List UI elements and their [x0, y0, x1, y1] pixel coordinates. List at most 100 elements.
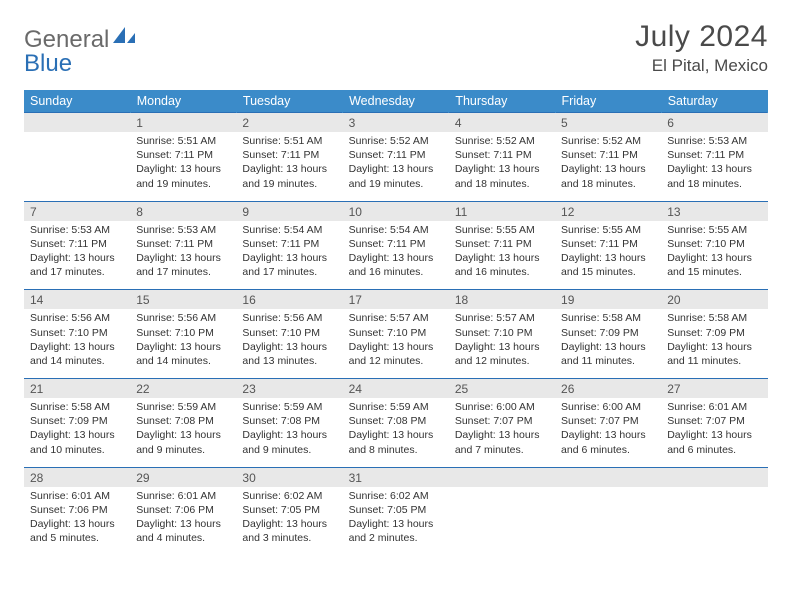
- daylight2: and 14 minutes.: [30, 354, 124, 368]
- daylight2: and 11 minutes.: [561, 354, 655, 368]
- day-cell: Sunrise: 6:02 AMSunset: 7:05 PMDaylight:…: [236, 487, 342, 556]
- sunrise: Sunrise: 5:52 AM: [455, 134, 549, 148]
- day-num: 25: [449, 379, 555, 399]
- sunrise: Sunrise: 5:55 AM: [455, 223, 549, 237]
- sunrise: Sunrise: 5:59 AM: [349, 400, 443, 414]
- day-num: 8: [130, 201, 236, 221]
- daylight: Daylight: 13 hours: [30, 428, 124, 442]
- day-num: 13: [661, 201, 767, 221]
- day-num: 17: [343, 290, 449, 310]
- daylight: Daylight: 13 hours: [455, 340, 549, 354]
- day-cell: Sunrise: 5:58 AMSunset: 7:09 PMDaylight:…: [555, 309, 661, 378]
- daylight: Daylight: 13 hours: [349, 340, 443, 354]
- sunrise: Sunrise: 6:02 AM: [349, 489, 443, 503]
- daylight2: and 10 minutes.: [30, 443, 124, 457]
- day-num: 15: [130, 290, 236, 310]
- sunset: Sunset: 7:09 PM: [667, 326, 761, 340]
- sunset: Sunset: 7:11 PM: [349, 237, 443, 251]
- sunset: Sunset: 7:11 PM: [455, 237, 549, 251]
- sunrise: Sunrise: 5:53 AM: [30, 223, 124, 237]
- sunset: Sunset: 7:06 PM: [30, 503, 124, 517]
- sunset: Sunset: 7:08 PM: [136, 414, 230, 428]
- sunset: Sunset: 7:10 PM: [667, 237, 761, 251]
- day-cell: [661, 487, 767, 556]
- day-cell: Sunrise: 6:01 AMSunset: 7:06 PMDaylight:…: [24, 487, 130, 556]
- daylight2: and 5 minutes.: [30, 531, 124, 545]
- week-4-details: Sunrise: 5:58 AMSunset: 7:09 PMDaylight:…: [24, 398, 768, 467]
- sunset: Sunset: 7:07 PM: [667, 414, 761, 428]
- daylight: Daylight: 13 hours: [561, 340, 655, 354]
- daylight: Daylight: 13 hours: [455, 251, 549, 265]
- sunrise: Sunrise: 6:01 AM: [667, 400, 761, 414]
- sunset: Sunset: 7:08 PM: [242, 414, 336, 428]
- day-cell: Sunrise: 5:56 AMSunset: 7:10 PMDaylight:…: [24, 309, 130, 378]
- day-num: 22: [130, 379, 236, 399]
- sunset: Sunset: 7:11 PM: [667, 148, 761, 162]
- day-num: 14: [24, 290, 130, 310]
- day-cell: Sunrise: 5:52 AMSunset: 7:11 PMDaylight:…: [449, 132, 555, 201]
- daylight2: and 17 minutes.: [242, 265, 336, 279]
- sunrise: Sunrise: 5:51 AM: [242, 134, 336, 148]
- sunrise: Sunrise: 5:51 AM: [136, 134, 230, 148]
- sunrise: Sunrise: 5:56 AM: [136, 311, 230, 325]
- day-num: 24: [343, 379, 449, 399]
- sunset: Sunset: 7:10 PM: [30, 326, 124, 340]
- day-num: 5: [555, 113, 661, 133]
- daylight: Daylight: 13 hours: [30, 517, 124, 531]
- sunset: Sunset: 7:09 PM: [30, 414, 124, 428]
- day-num: 27: [661, 379, 767, 399]
- week-2-nums: 7 8 9 10 11 12 13: [24, 201, 768, 221]
- sunset: Sunset: 7:08 PM: [349, 414, 443, 428]
- day-num: 31: [343, 467, 449, 487]
- location: El Pital, Mexico: [635, 56, 768, 76]
- sunset: Sunset: 7:11 PM: [455, 148, 549, 162]
- day-cell: Sunrise: 5:57 AMSunset: 7:10 PMDaylight:…: [449, 309, 555, 378]
- sunrise: Sunrise: 5:55 AM: [667, 223, 761, 237]
- daylight2: and 6 minutes.: [561, 443, 655, 457]
- sunset: Sunset: 7:10 PM: [349, 326, 443, 340]
- sunset: Sunset: 7:11 PM: [136, 237, 230, 251]
- day-cell: Sunrise: 5:58 AMSunset: 7:09 PMDaylight:…: [661, 309, 767, 378]
- sunrise: Sunrise: 5:59 AM: [136, 400, 230, 414]
- sunset: Sunset: 7:11 PM: [30, 237, 124, 251]
- daylight2: and 17 minutes.: [30, 265, 124, 279]
- dow-sunday: Sunday: [24, 90, 130, 113]
- week-4-nums: 21 22 23 24 25 26 27: [24, 379, 768, 399]
- daylight: Daylight: 13 hours: [455, 428, 549, 442]
- daylight: Daylight: 13 hours: [136, 428, 230, 442]
- daylight2: and 11 minutes.: [667, 354, 761, 368]
- day-num: 11: [449, 201, 555, 221]
- day-cell: [555, 487, 661, 556]
- daylight: Daylight: 13 hours: [242, 162, 336, 176]
- daylight: Daylight: 13 hours: [136, 162, 230, 176]
- day-cell: Sunrise: 5:53 AMSunset: 7:11 PMDaylight:…: [24, 221, 130, 290]
- dow-wednesday: Wednesday: [343, 90, 449, 113]
- day-num: 7: [24, 201, 130, 221]
- day-num: 16: [236, 290, 342, 310]
- week-5-nums: 28 29 30 31: [24, 467, 768, 487]
- day-cell: [24, 132, 130, 201]
- sunrise: Sunrise: 5:57 AM: [349, 311, 443, 325]
- day-cell: Sunrise: 5:58 AMSunset: 7:09 PMDaylight:…: [24, 398, 130, 467]
- daylight2: and 19 minutes.: [136, 177, 230, 191]
- daylight: Daylight: 13 hours: [561, 162, 655, 176]
- sunrise: Sunrise: 6:02 AM: [242, 489, 336, 503]
- sunrise: Sunrise: 5:54 AM: [242, 223, 336, 237]
- dow-tuesday: Tuesday: [236, 90, 342, 113]
- day-cell: Sunrise: 5:55 AMSunset: 7:10 PMDaylight:…: [661, 221, 767, 290]
- day-num: [24, 113, 130, 133]
- daylight2: and 7 minutes.: [455, 443, 549, 457]
- sunrise: Sunrise: 5:58 AM: [30, 400, 124, 414]
- daylight: Daylight: 13 hours: [667, 340, 761, 354]
- daylight: Daylight: 13 hours: [667, 428, 761, 442]
- day-num: 1: [130, 113, 236, 133]
- sunset: Sunset: 7:11 PM: [242, 148, 336, 162]
- sunset: Sunset: 7:05 PM: [349, 503, 443, 517]
- day-num: 2: [236, 113, 342, 133]
- daylight: Daylight: 13 hours: [136, 340, 230, 354]
- day-cell: Sunrise: 5:59 AMSunset: 7:08 PMDaylight:…: [130, 398, 236, 467]
- sunrise: Sunrise: 5:53 AM: [667, 134, 761, 148]
- day-cell: Sunrise: 5:57 AMSunset: 7:10 PMDaylight:…: [343, 309, 449, 378]
- daylight2: and 2 minutes.: [349, 531, 443, 545]
- dow-thursday: Thursday: [449, 90, 555, 113]
